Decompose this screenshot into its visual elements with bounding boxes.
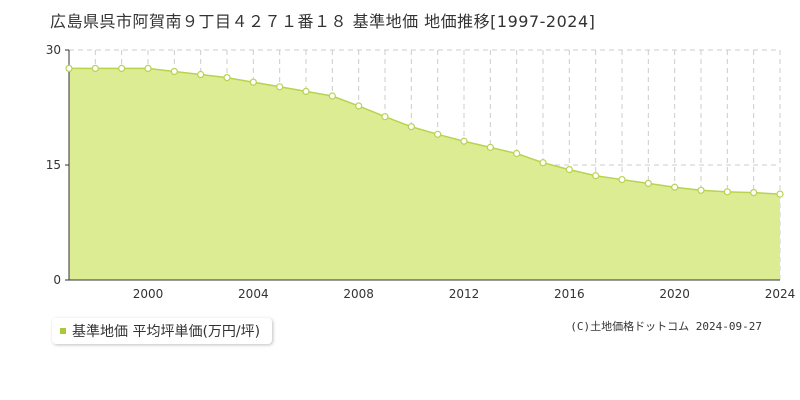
data-point bbox=[144, 64, 152, 73]
data-point bbox=[118, 64, 126, 73]
data-point bbox=[750, 189, 758, 197]
data-point bbox=[302, 87, 310, 96]
data-point bbox=[644, 179, 652, 187]
data-markers bbox=[65, 64, 784, 198]
data-point bbox=[407, 123, 415, 131]
data-point bbox=[249, 78, 257, 86]
y-tick-label: 15 bbox=[46, 158, 61, 172]
data-point bbox=[328, 92, 336, 100]
series-line bbox=[69, 67, 781, 195]
axes bbox=[65, 49, 780, 281]
data-point bbox=[539, 159, 547, 167]
legend: 基準地価 平均坪単価(万円/坪) bbox=[52, 318, 273, 344]
x-tick-label: 2016 bbox=[554, 287, 585, 301]
data-point bbox=[697, 186, 705, 194]
data-point bbox=[671, 183, 679, 191]
area-series bbox=[69, 67, 781, 281]
data-point bbox=[513, 149, 521, 158]
x-tick-label: 2012 bbox=[449, 287, 480, 301]
x-tick-label: 2000 bbox=[133, 287, 164, 301]
legend-label: 基準地価 平均坪単価(万円/坪) bbox=[72, 324, 261, 340]
tick-labels: 0 15 30 2000 2004 2008 2012 2016 2020 2024 bbox=[46, 43, 796, 301]
y-tick-label: 0 bbox=[53, 273, 61, 287]
data-point bbox=[91, 64, 99, 73]
data-point bbox=[434, 130, 442, 138]
data-point bbox=[223, 73, 231, 82]
data-point bbox=[776, 190, 784, 198]
data-point bbox=[723, 188, 731, 196]
data-point bbox=[381, 113, 389, 121]
data-point bbox=[565, 166, 573, 174]
data-point bbox=[592, 172, 600, 180]
x-tick-label: 2024 bbox=[765, 287, 796, 301]
data-point bbox=[170, 67, 178, 76]
data-point bbox=[355, 102, 363, 110]
data-point bbox=[486, 143, 494, 151]
data-point bbox=[276, 83, 284, 91]
chart-title: 広島県呉市阿賀南９丁目４２７１番１８ 基準地価 地価推移[1997-2024] bbox=[50, 12, 596, 31]
copyright-text: (C)土地価格ドットコム 2024-09-27 bbox=[570, 320, 762, 333]
legend-swatch bbox=[60, 328, 66, 334]
data-point bbox=[197, 70, 205, 79]
data-point bbox=[618, 175, 626, 184]
series-area-fill bbox=[69, 68, 780, 281]
x-tick-label: 2004 bbox=[238, 287, 269, 301]
data-point bbox=[460, 137, 468, 145]
x-tick-label: 2008 bbox=[343, 287, 374, 301]
x-tick-label: 2020 bbox=[659, 287, 690, 301]
data-point bbox=[65, 64, 73, 73]
y-tick-label: 30 bbox=[46, 43, 61, 57]
